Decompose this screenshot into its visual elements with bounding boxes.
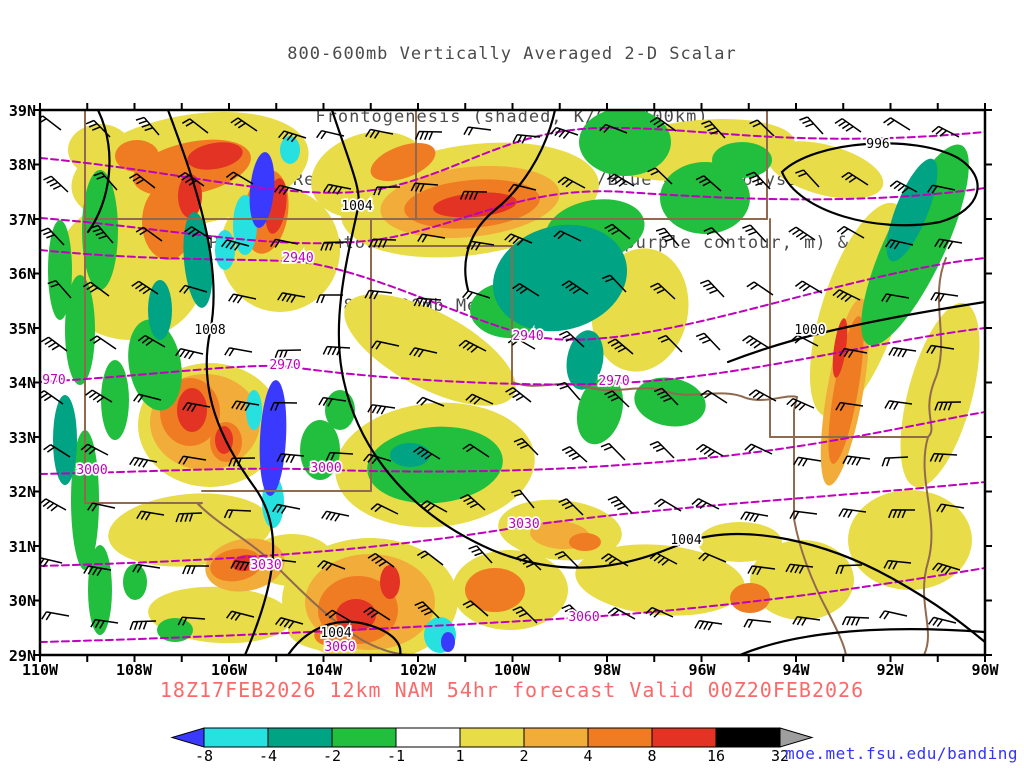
lon-label: 96W — [688, 661, 716, 679]
lat-label: 31N — [8, 538, 36, 556]
lon-label: 106W — [210, 661, 248, 679]
lat-label: 36N — [8, 265, 36, 283]
mslp-label: 1004 — [341, 199, 372, 214]
mslp-label: 1004 — [670, 533, 701, 548]
lon-label: 102W — [399, 661, 437, 679]
height-label: 970 — [42, 373, 65, 388]
lat-label: 39N — [8, 102, 36, 120]
colorbar-label: 32 — [770, 747, 790, 765]
lat-label: 37N — [8, 211, 36, 229]
shading-frontolysis-extreme — [249, 152, 455, 652]
colorbar-arrow-right — [779, 727, 814, 748]
colorbar-arrow-left — [170, 727, 205, 748]
lat-label: 30N — [8, 592, 36, 610]
colorbar-label: -8 — [194, 747, 214, 765]
lon-label: 104W — [305, 661, 343, 679]
colorbar-label: 8 — [647, 747, 657, 765]
colorbar-label: 16 — [706, 747, 726, 765]
colorbar-label: 4 — [583, 747, 593, 765]
map-frame-border — [38, 108, 987, 657]
lon-label: 90W — [971, 661, 999, 679]
colorbar-segment — [331, 727, 397, 748]
lon-label: 92W — [876, 661, 904, 679]
lon-label: 110W — [21, 661, 59, 679]
height-label: 2940 — [512, 329, 543, 344]
map-panel: 1004 1008 996 1000 1004 1004 2940 2940 2… — [33, 103, 992, 662]
colorbar — [170, 727, 814, 748]
lon-label: 98W — [593, 661, 621, 679]
map-svg: 1004 1008 996 1000 1004 1004 2940 2940 2… — [33, 103, 992, 662]
colorbar-segment — [267, 727, 333, 748]
forecast-caption: 18Z17FEB2026 12km NAM 54hr forecast Vali… — [159, 678, 865, 702]
lat-label: 29N — [8, 647, 36, 665]
colorbar-label: -1 — [386, 747, 406, 765]
height-label: 2970 — [598, 374, 629, 389]
lat-label: 32N — [8, 483, 36, 501]
lat-label: 35N — [8, 320, 36, 338]
colorbar-segment — [523, 727, 589, 748]
mslp-contours — [86, 110, 985, 655]
colorbar-segment — [395, 727, 461, 748]
lat-label: 38N — [8, 156, 36, 174]
height-label: 3030 — [250, 558, 281, 573]
height-label: 2940 — [282, 251, 313, 266]
mslp-label: 996 — [866, 137, 889, 152]
height-contours-700mb — [40, 126, 985, 643]
contour-labels: 1004 1008 996 1000 1004 1004 2940 2940 2… — [41, 135, 892, 655]
height-label: 3030 — [508, 517, 539, 532]
mslp-label: 1000 — [794, 323, 825, 338]
colorbar-segment — [587, 727, 653, 748]
mslp-label: 1004 — [320, 626, 351, 641]
colorbar-label: 1 — [455, 747, 465, 765]
lon-label: 100W — [493, 661, 531, 679]
height-label: 2970 — [269, 358, 300, 373]
height-label: 3000 — [310, 461, 341, 476]
credit-url: moe.met.fsu.edu/banding — [784, 744, 1018, 763]
colorbar-segment — [203, 727, 269, 748]
colorbar-segment — [651, 727, 717, 748]
mslp-label: 1008 — [194, 323, 225, 338]
colorbar-segment — [715, 727, 781, 748]
lon-label: 94W — [782, 661, 810, 679]
state-borders — [84, 110, 947, 655]
lon-label: 108W — [115, 661, 153, 679]
colorbar-label: -4 — [258, 747, 278, 765]
lat-label: 34N — [8, 374, 36, 392]
title-line-1: 800-600mb Vertically Averaged 2-D Scalar — [287, 44, 737, 64]
colorbar-label: -2 — [322, 747, 342, 765]
height-label: 3060 — [568, 610, 599, 625]
colorbar-label: 2 — [519, 747, 529, 765]
height-label: 3060 — [324, 640, 355, 655]
wind-barb-layer — [40, 115, 965, 631]
lat-label: 33N — [8, 429, 36, 447]
colorbar-segment — [459, 727, 525, 748]
height-label: 3000 — [76, 463, 107, 478]
